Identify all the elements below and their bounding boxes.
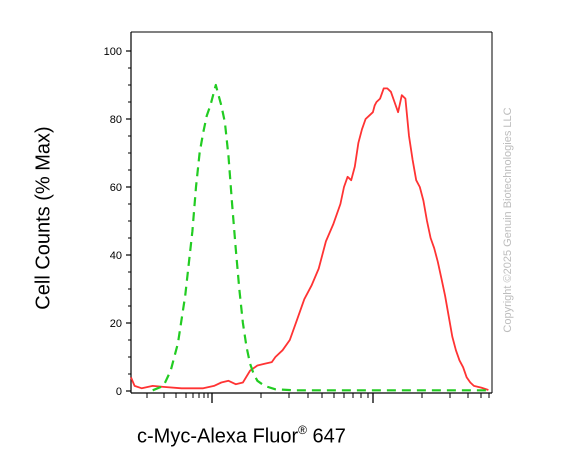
plot-frame (130, 31, 493, 394)
y-axis-ticks: 0 20 40 60 80 100 (104, 46, 131, 398)
control-histogram-line (152, 83, 489, 392)
y-tick-label: 40 (110, 250, 122, 262)
y-tick-label: 100 (104, 46, 122, 58)
x-axis-label-main: c-Myc-Alexa Fluor (137, 425, 299, 448)
series-layer (130, 83, 489, 392)
x-axis-label-sup: ® (298, 423, 307, 437)
x-axis-label-rest: 647 (306, 425, 346, 448)
y-tick-label: 80 (110, 114, 122, 126)
y-tick-label: 20 (110, 318, 122, 330)
sample-histogram-line (130, 87, 489, 391)
y-axis-label: Cell Counts (% Max) (32, 126, 55, 310)
copyright-watermark: Copyright ©2025 Genuin Biotechnologies L… (502, 107, 514, 333)
x-axis-ticks (146, 393, 490, 403)
x-axis-label: c-Myc-Alexa Fluor® 647 (137, 423, 346, 449)
y-tick-label: 0 (116, 386, 122, 398)
y-tick-label: 60 (110, 182, 122, 194)
